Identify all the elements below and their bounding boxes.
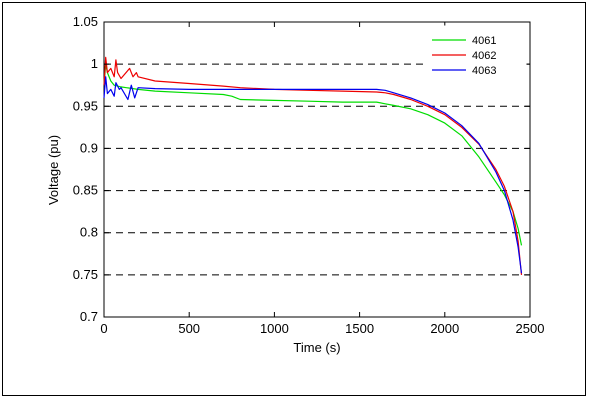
series-line-4063 [103,76,523,274]
x-tick-label-5: 2500 [516,321,545,336]
y-tick-label-4: 0.9 [80,140,98,155]
legend-label-4061: 4061 [472,35,496,47]
x-tick-label-4: 2000 [430,321,459,336]
legend-label-4062: 4062 [472,50,496,62]
y-tick-label-2: 0.8 [80,225,98,240]
x-tick-label-2: 1000 [260,321,289,336]
y-axis-title: Voltage (pu) [46,135,61,205]
axis-ticks: 0.7 0.75 0.8 0.85 0.9 0.95 1 1.05 0 500 1000 1500 20… [73,14,545,336]
legend: 4061 4062 4063 [426,25,527,81]
y-tick-label-0: 0.7 [80,309,98,324]
y-tick-label-6: 1 [91,56,98,71]
y-tick-label-1: 0.75 [73,267,98,282]
y-tick-label-7: 1.05 [73,14,98,29]
x-tick-label-1: 500 [178,321,200,336]
y-tick-label-5: 0.95 [73,98,98,113]
x-axis-title: Time (s) [293,340,340,355]
series-lines [103,56,523,275]
x-tick-label-0: 0 [100,321,107,336]
y-tick-label-3: 0.85 [73,183,98,198]
series-line-4062 [103,56,523,275]
legend-box [426,25,527,81]
x-tick-label-3: 1500 [345,321,374,336]
legend-label-4063: 4063 [472,65,496,77]
